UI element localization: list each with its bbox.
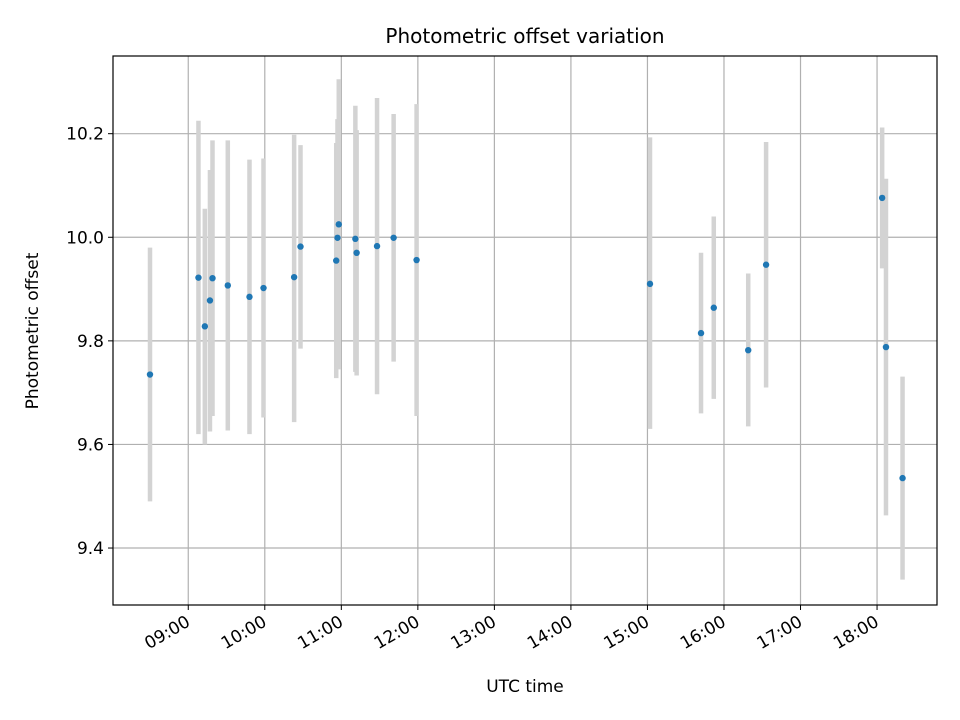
data-point <box>390 234 397 241</box>
data-point <box>224 282 231 289</box>
data-point <box>899 474 906 482</box>
data-point <box>206 297 214 304</box>
data-point <box>646 280 654 288</box>
y-tick-label: 9.8 <box>77 332 104 352</box>
plot-area-frame <box>112 55 938 606</box>
data-point <box>335 221 342 228</box>
data-point <box>353 249 360 257</box>
data-point <box>246 293 253 301</box>
x-axis-label: UTC time <box>486 677 564 697</box>
y-axis-label: Photometric offset <box>23 252 43 409</box>
data-point <box>352 235 359 243</box>
data-points <box>146 194 906 482</box>
data-point <box>878 194 886 202</box>
y-tick-label: 10.2 <box>66 125 104 145</box>
grid <box>113 56 937 605</box>
chart-title: Photometric offset variation <box>385 24 664 48</box>
data-point <box>209 274 216 282</box>
y-axis-ticks: 9.4 9.6 9.8 10.0 10.2 <box>66 125 113 559</box>
y-tick-label: 10.0 <box>66 228 104 248</box>
data-point <box>297 243 304 250</box>
data-point <box>260 284 267 292</box>
data-point <box>882 343 890 351</box>
data-point <box>762 261 770 268</box>
y-tick-label: 9.4 <box>77 539 104 559</box>
data-point <box>413 256 420 264</box>
data-point <box>334 234 341 241</box>
data-point <box>195 274 202 281</box>
data-point <box>146 371 154 378</box>
data-point <box>201 323 209 330</box>
y-tick-label: 9.6 <box>77 435 104 455</box>
data-point <box>697 329 705 337</box>
data-point <box>290 273 298 281</box>
data-point <box>710 304 717 311</box>
data-point <box>373 242 381 250</box>
data-point <box>333 257 340 264</box>
data-point <box>745 346 752 354</box>
